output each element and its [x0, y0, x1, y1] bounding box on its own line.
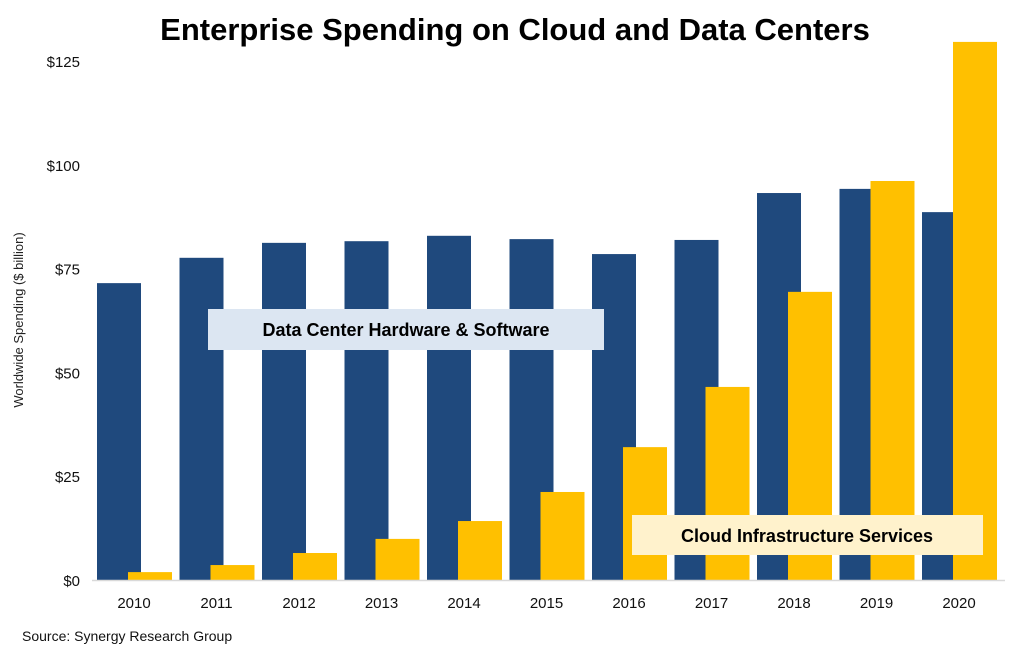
x-axis-ticks: 2010 2011 2012 2013 2014 2015 2016 2017 2018 2019…	[117, 595, 975, 612]
y-tick-label: $50	[55, 365, 80, 382]
bar-data-center-2011	[179, 257, 224, 580]
x-tick-label: 2015	[530, 595, 563, 612]
x-tick-label: 2013	[365, 595, 398, 612]
y-tick-label: $125	[47, 54, 80, 71]
bar-cloud-2010	[128, 572, 172, 580]
chart-title: Enterprise Spending on Cloud and Data Ce…	[160, 12, 870, 47]
legend-label-data-center: Data Center Hardware & Software	[208, 309, 604, 350]
y-tick-label: $25	[55, 469, 80, 486]
bar-cloud-2016	[623, 447, 667, 580]
x-tick-label: 2016	[612, 595, 645, 612]
bar-data-center-2012	[262, 242, 306, 580]
x-tick-label: 2014	[447, 595, 480, 612]
bar-data-center-2013	[344, 241, 389, 581]
bar-cloud-2014	[458, 521, 502, 580]
bar-cloud-2019	[870, 180, 915, 580]
source-note: Source: Synergy Research Group	[22, 628, 232, 644]
x-tick-label: 2019	[860, 595, 893, 612]
x-tick-label: 2012	[282, 595, 315, 612]
data-center-label-box	[208, 309, 604, 350]
data-center-label: Data Center Hardware & Software	[262, 320, 549, 340]
bar-data-center-2010	[97, 283, 141, 580]
y-axis-label: Worldwide Spending ($ billion)	[11, 232, 26, 407]
bar-cloud-2013	[375, 538, 420, 580]
x-tick-label: 2020	[942, 595, 975, 612]
legend-label-cloud: Cloud Infrastructure Services	[632, 515, 983, 555]
bar-cloud-2012	[293, 553, 337, 580]
x-tick-label: 2017	[695, 595, 728, 612]
y-tick-label: $0	[63, 573, 80, 590]
x-tick-label: 2011	[200, 595, 232, 612]
y-tick-label: $75	[55, 262, 80, 279]
bar-cloud-2011	[210, 565, 255, 580]
x-tick-label: 2018	[777, 595, 810, 612]
cloud-label: Cloud Infrastructure Services	[681, 526, 933, 546]
cloud-label-box	[632, 515, 983, 555]
bar-cloud-2015	[540, 491, 585, 580]
y-axis-ticks: $0 $25 $50 $75 $100 $125	[47, 54, 80, 590]
y-tick-label: $100	[47, 158, 80, 175]
x-tick-label: 2010	[117, 595, 150, 612]
bar-cloud-2020	[953, 41, 997, 580]
